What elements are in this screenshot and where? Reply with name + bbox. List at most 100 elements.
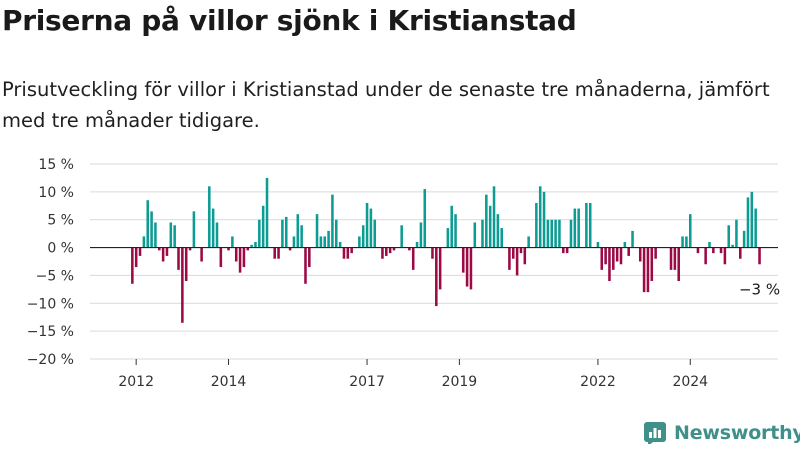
bar <box>246 247 250 251</box>
bar <box>200 247 203 262</box>
bar <box>515 247 519 276</box>
bar <box>219 247 223 268</box>
bar <box>519 247 523 254</box>
bar <box>758 247 761 265</box>
bar <box>608 247 611 281</box>
bar <box>142 236 146 248</box>
bar <box>469 247 473 290</box>
bar <box>169 222 173 248</box>
bar <box>242 247 246 268</box>
bar <box>411 247 415 270</box>
bar <box>365 203 369 248</box>
bar <box>577 208 580 248</box>
bar <box>604 247 607 265</box>
bar <box>754 208 757 248</box>
bar <box>446 228 450 248</box>
bar <box>681 236 684 248</box>
bar <box>631 230 634 248</box>
bar <box>719 247 723 254</box>
bar <box>627 247 630 256</box>
bar <box>400 225 403 248</box>
bar <box>500 228 503 248</box>
bar <box>131 247 134 284</box>
newsworthy-logo-icon <box>644 422 666 444</box>
y-tick-label: −10 % <box>27 296 74 312</box>
bar <box>731 244 734 248</box>
bar <box>596 242 600 248</box>
bar <box>511 247 515 259</box>
bar <box>265 177 269 248</box>
bar <box>642 247 646 293</box>
bar <box>554 219 557 248</box>
bar <box>508 247 511 270</box>
bar <box>258 219 261 248</box>
bar <box>277 247 280 259</box>
bar <box>319 236 323 248</box>
bar <box>335 219 338 248</box>
y-tick-label: 10 % <box>38 185 74 201</box>
bar <box>358 236 361 248</box>
bar <box>685 236 688 248</box>
bar <box>562 247 565 254</box>
bar <box>735 219 738 248</box>
grid-lines <box>90 163 778 360</box>
bar <box>623 242 627 248</box>
bar <box>712 247 715 254</box>
bar <box>646 247 650 293</box>
bar <box>177 247 180 270</box>
brand: Newsworthy <box>644 420 800 446</box>
bar <box>273 247 276 259</box>
y-tick-label: −15 % <box>27 324 74 340</box>
bar <box>535 203 538 248</box>
bar <box>315 214 319 248</box>
bar <box>465 247 469 287</box>
bar <box>296 214 300 248</box>
bar <box>742 230 746 248</box>
bar <box>746 197 750 248</box>
chart-title: Priserna på villor sjönk i Kristianstad <box>2 4 577 37</box>
bar <box>327 230 330 248</box>
bar <box>188 247 192 251</box>
bar <box>727 225 731 248</box>
bar <box>373 219 377 248</box>
bar <box>708 242 711 248</box>
bar <box>677 247 680 281</box>
annotations: −3 % <box>739 280 780 298</box>
bar <box>173 225 176 248</box>
bar <box>615 247 619 262</box>
bar <box>669 247 673 270</box>
bar <box>292 236 296 248</box>
bar <box>192 211 196 248</box>
bar <box>558 219 561 248</box>
bar <box>284 216 288 248</box>
bar <box>308 247 311 268</box>
bar <box>650 247 654 281</box>
bar <box>435 247 438 307</box>
bar <box>496 214 500 248</box>
bar <box>454 214 457 248</box>
bar <box>750 191 754 248</box>
x-tick-label: 2024 <box>672 374 708 390</box>
bar <box>331 194 334 248</box>
bar <box>696 247 700 254</box>
y-tick-label: −20 % <box>27 352 74 368</box>
bar <box>619 247 623 265</box>
bar <box>573 208 577 248</box>
bar <box>723 247 727 265</box>
y-tick-label: 15 % <box>38 157 74 173</box>
bar <box>438 247 442 290</box>
bar <box>361 225 365 248</box>
bar <box>538 186 542 248</box>
bar <box>288 247 292 251</box>
bar <box>527 236 530 248</box>
chart-subtitle: Prisutveckling för villor i Kristianstad… <box>2 78 770 132</box>
bar <box>323 236 326 248</box>
bar <box>612 247 615 270</box>
bar <box>215 222 219 248</box>
bar <box>350 247 353 254</box>
y-axis-ticks: 15 % 10 % 5 % 0 % −5 % −10 % −15 % −20 % <box>27 157 74 368</box>
bar <box>184 247 188 281</box>
bar <box>385 247 388 256</box>
bar <box>254 242 257 248</box>
